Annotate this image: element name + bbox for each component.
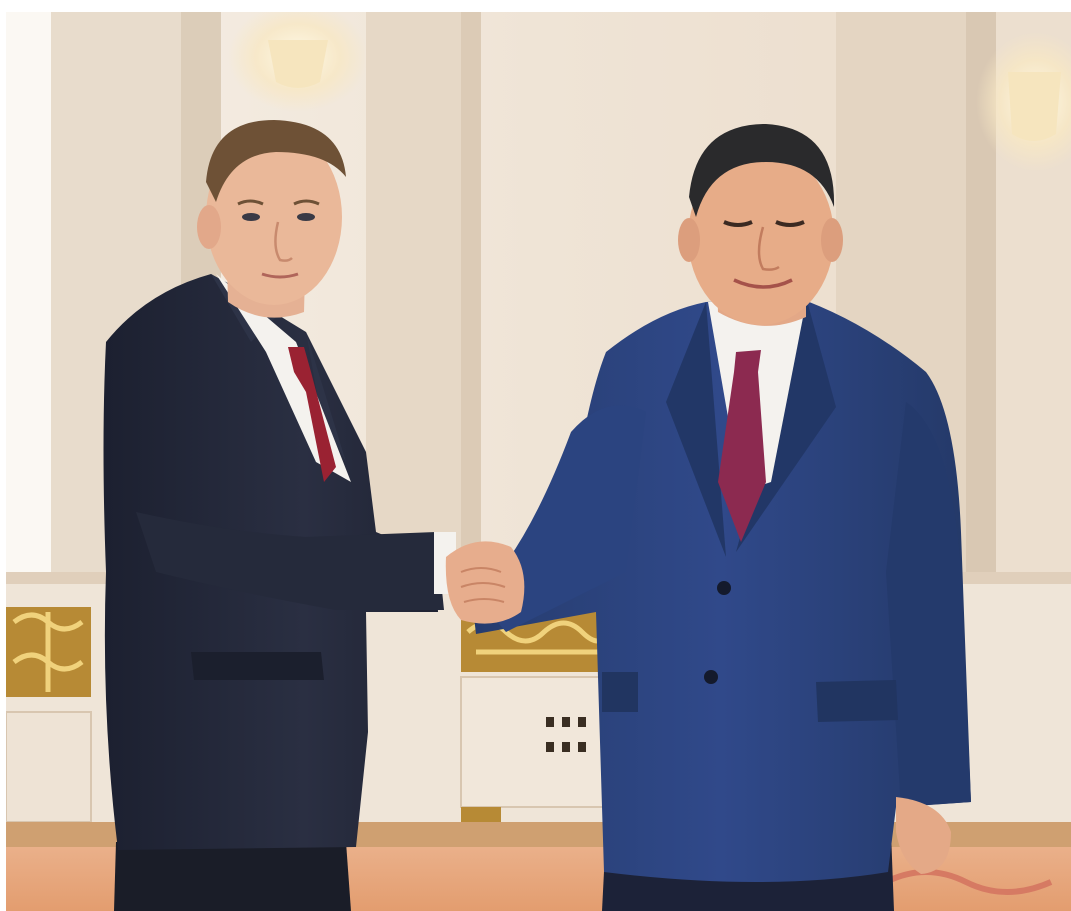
- handshake: [445, 541, 525, 624]
- wall-lamp-right: [976, 32, 1071, 172]
- person-left: [103, 120, 456, 911]
- wall-lamp-left: [228, 12, 368, 112]
- tie-red: [288, 347, 336, 482]
- handshake-photo: [6, 12, 1071, 911]
- pillar-center: [366, 12, 461, 612]
- tie-maroon: [718, 350, 766, 542]
